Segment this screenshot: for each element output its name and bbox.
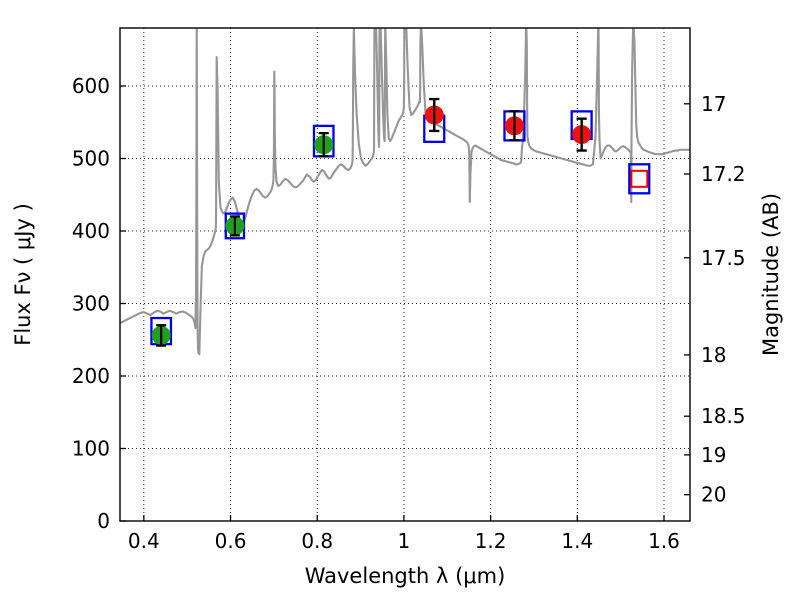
upper-limit-marker [630,169,649,188]
y-tick-label-left: 200 [72,364,110,388]
x-tick-label: 1.4 [561,529,593,553]
y-tick-label-right: 18 [701,343,726,367]
data-markers-layer [150,97,651,347]
y-tick-label-left: 0 [97,509,110,533]
plot-frame [119,27,691,522]
x-tick-label: 0.6 [215,529,247,553]
error-bar-overlay [319,132,328,158]
spectrum-line [120,28,690,356]
y-tick-label-right: 17 [701,92,726,116]
data-point [628,163,651,195]
y-tick-label-left: 100 [72,437,110,461]
y-tick-label-left: 300 [72,292,110,316]
x-tick-label: 0.4 [128,529,160,553]
spectrum-curve [120,28,690,356]
x-tick-label: 1.2 [475,529,507,553]
x-axis-title: Wavelength λ (μm) [305,564,506,588]
error-bar-overlay [429,97,440,133]
y-tick-label-right: 20 [701,483,726,507]
tick-labels-layer: 0.4 0.6 0.8 1 1.2 1.4 1.6 0 100 200 300 400 500 600 17… [72,74,746,553]
y-axis-title-right: Magnitude (AB) [759,193,783,356]
filter-bandpass-box [628,163,651,195]
axis-titles-layer: Wavelength λ (μm) Flux Fν ( μJy ) Magnitud… [11,193,783,588]
y-tick-label-right: 19 [701,443,726,467]
y-axis-title-left: Flux Fν ( μJy ) [11,203,35,346]
x-tick-label: 0.8 [301,529,333,553]
y-tick-label-left: 400 [72,219,110,243]
error-bar-overlay [576,117,587,152]
error-bar-overlay [230,215,239,237]
y-tick-label-left: 500 [72,147,110,171]
x-tick-label: 1 [398,529,411,553]
tick-marks-layer [120,85,690,522]
error-bar-overlay [157,324,166,347]
y-tick-label-right: 18.5 [701,404,746,428]
error-bar-overlay [509,110,520,142]
axes-frame [119,27,691,522]
y-tick-label-right: 17.5 [701,246,746,270]
y-tick-label-left: 600 [72,74,110,98]
x-tick-label: 1.6 [648,529,680,553]
y-tick-label-right: 17.2 [701,162,746,186]
